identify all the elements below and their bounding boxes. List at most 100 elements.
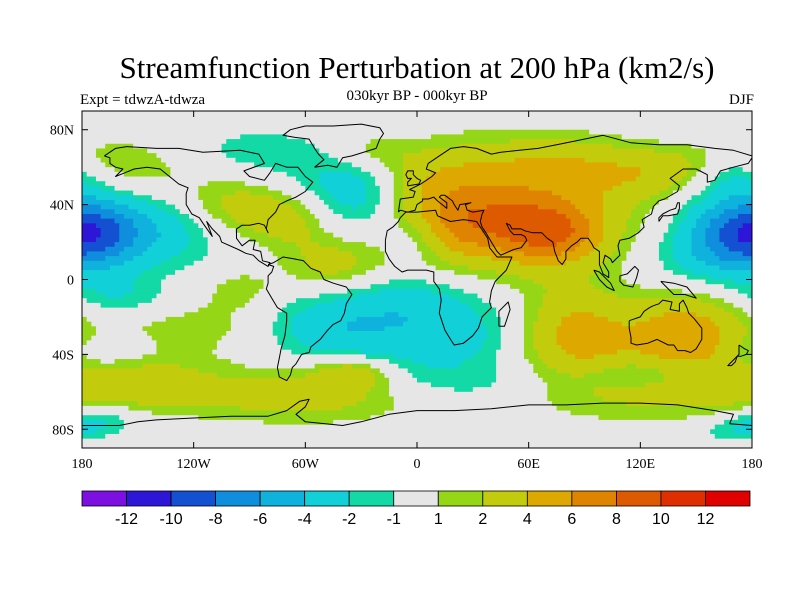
field-cell	[468, 265, 600, 271]
field-cell	[421, 185, 460, 192]
field-cell	[496, 279, 534, 285]
field-cell	[91, 321, 153, 327]
field-cell	[682, 176, 693, 182]
colorbar-swatch	[437, 490, 484, 507]
field-cell	[184, 265, 283, 271]
field-cell	[244, 223, 306, 229]
field-cell	[319, 181, 367, 187]
field-cell	[309, 228, 325, 234]
field-cell	[105, 181, 209, 187]
field-cell	[142, 326, 232, 332]
field-cell	[291, 330, 488, 337]
field-cell	[463, 359, 497, 365]
field-cell	[686, 213, 702, 220]
field-cell	[705, 242, 725, 248]
field-cell	[165, 199, 204, 206]
field-cell	[319, 223, 399, 229]
field-cell	[435, 232, 455, 238]
field-cell	[123, 293, 158, 299]
field-cell	[738, 232, 752, 238]
field-cell	[82, 274, 139, 281]
field-cell	[417, 242, 427, 248]
field-cell	[305, 260, 358, 267]
field-cell	[710, 223, 725, 229]
field-cell	[686, 274, 711, 281]
field-cell	[672, 256, 697, 262]
field-cell	[82, 438, 752, 444]
field-cell	[533, 340, 558, 346]
field-cell	[738, 354, 752, 360]
field-cell	[510, 139, 576, 145]
field-cell	[482, 321, 502, 327]
field-cell	[696, 256, 721, 262]
field-cell	[142, 363, 181, 370]
field-cell	[282, 199, 302, 206]
field-cell	[82, 288, 97, 295]
field-cell	[556, 330, 721, 337]
field-cell	[296, 274, 353, 281]
field-cell	[710, 354, 739, 360]
field-cell	[472, 354, 497, 360]
field-cell	[82, 265, 111, 271]
field-cell	[230, 213, 302, 220]
field-cell	[82, 382, 376, 388]
field-cell	[393, 181, 404, 187]
field-cell	[226, 223, 246, 229]
map-contour-fill	[82, 111, 752, 448]
field-cell	[272, 321, 292, 327]
field-cell	[128, 405, 241, 412]
field-cell	[742, 251, 752, 257]
field-cell	[589, 129, 752, 135]
field-cell	[114, 242, 134, 248]
field-cell	[533, 368, 558, 374]
field-cell	[440, 213, 469, 220]
field-cell	[426, 260, 451, 267]
field-cell	[184, 246, 209, 253]
field-cell	[86, 316, 167, 323]
field-cell	[151, 410, 386, 416]
field-cell	[314, 143, 367, 150]
coast-africa	[384, 209, 513, 346]
field-cell	[556, 209, 581, 215]
field-cell	[561, 321, 623, 327]
field-cell	[430, 134, 623, 140]
field-cell	[82, 223, 97, 229]
field-cell	[244, 302, 288, 309]
field-cell	[691, 246, 711, 253]
field-cell	[537, 204, 576, 210]
field-cell	[370, 363, 399, 370]
field-cell	[370, 153, 404, 159]
field-cell	[686, 209, 707, 215]
field-cell	[677, 223, 697, 229]
field-cell	[524, 312, 539, 318]
field-cell	[570, 312, 595, 318]
field-cell	[714, 251, 744, 257]
field-cell	[556, 326, 721, 332]
field-cell	[230, 359, 390, 365]
field-cell	[658, 199, 688, 206]
field-cell	[82, 368, 199, 374]
field-cell	[351, 204, 358, 210]
field-cell	[379, 368, 409, 374]
field-cell	[277, 316, 292, 323]
field-cell	[282, 237, 311, 243]
field-cell	[640, 199, 660, 206]
field-cell	[244, 363, 316, 370]
field-cell	[403, 181, 423, 187]
field-cell	[100, 302, 139, 309]
field-cell	[510, 237, 567, 243]
field-cell	[403, 171, 432, 178]
field-cell	[631, 213, 646, 220]
field-cell	[593, 387, 752, 393]
field-cell	[133, 288, 162, 295]
field-cell	[714, 424, 734, 430]
field-cell	[724, 298, 752, 304]
field-cell	[426, 279, 497, 285]
field-cell	[398, 223, 413, 229]
field-cell	[82, 345, 158, 351]
field-cell	[412, 223, 432, 229]
field-cell	[421, 213, 441, 220]
field-cell	[393, 396, 548, 402]
field-cell	[575, 354, 595, 360]
